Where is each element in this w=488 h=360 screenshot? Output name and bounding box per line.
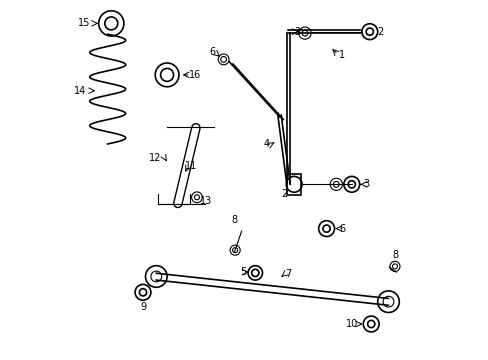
- FancyBboxPatch shape: [286, 174, 301, 195]
- Text: 3: 3: [363, 179, 368, 189]
- Text: 2: 2: [377, 27, 383, 37]
- Text: 7: 7: [285, 269, 291, 279]
- Text: 12: 12: [149, 153, 161, 163]
- Text: 1: 1: [339, 50, 345, 60]
- Text: 6: 6: [209, 47, 215, 57]
- Text: 5: 5: [240, 267, 245, 277]
- Text: 10: 10: [346, 319, 358, 329]
- Text: 13: 13: [199, 196, 211, 206]
- Text: 9: 9: [140, 302, 146, 312]
- Text: 11: 11: [185, 161, 197, 171]
- Text: 2: 2: [281, 189, 287, 199]
- Text: 16: 16: [189, 70, 201, 80]
- Text: 4: 4: [263, 139, 269, 149]
- Text: 3: 3: [294, 27, 300, 37]
- Text: 8: 8: [392, 250, 398, 260]
- Text: 15: 15: [78, 18, 90, 28]
- Text: 14: 14: [73, 86, 85, 96]
- Text: 8: 8: [231, 215, 237, 225]
- Text: 6: 6: [339, 224, 345, 234]
